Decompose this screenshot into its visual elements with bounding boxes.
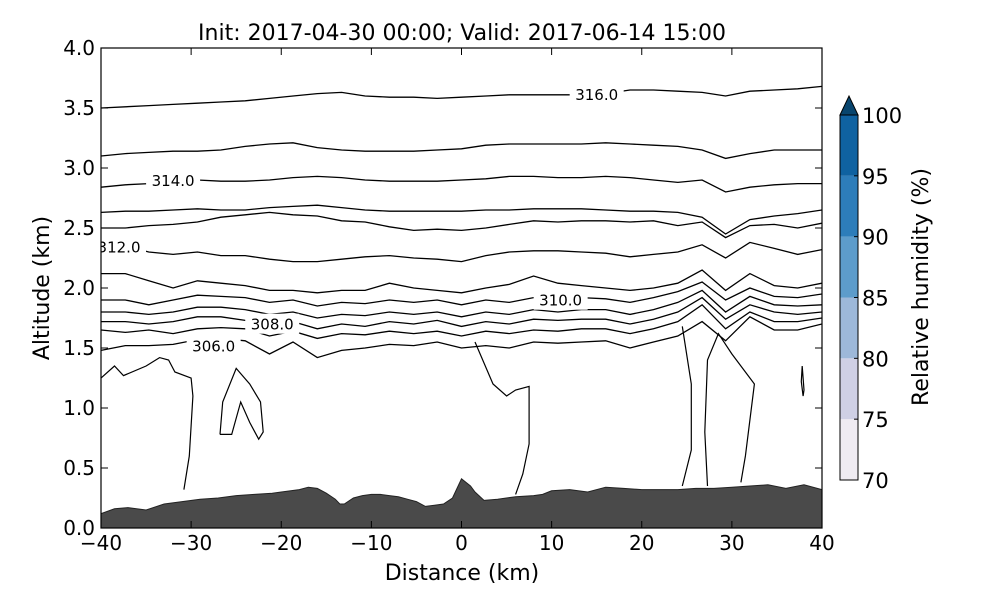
y-tick-label: 2.0 [63, 276, 95, 300]
x-tick-label: 40 [809, 531, 834, 555]
contour-label-bg [146, 170, 201, 190]
isentrope-contours [101, 85, 822, 359]
y-tick-label: 0.5 [63, 456, 95, 480]
colorbar-segment [840, 115, 858, 176]
terrain-fill [101, 478, 822, 528]
y-tick-label: 0.0 [63, 516, 95, 540]
rh-contour-2 [474, 341, 530, 495]
x-tick-label: −30 [170, 531, 212, 555]
colorbar-tick-label: 75 [862, 408, 889, 432]
y-tick-label: 4.0 [63, 36, 95, 60]
isentrope-line-8 [101, 204, 822, 235]
colorbar-extend-arrow [839, 94, 859, 116]
y-tick-label: 3.0 [63, 156, 95, 180]
x-tick-label: 20 [629, 531, 654, 555]
x-tick-label: −10 [350, 531, 392, 555]
x-tick-label: 0 [455, 531, 468, 555]
isentrope-line-10 [101, 142, 822, 160]
contour-labels: 308.0 310.0 312.0 314.0 316.0 306.0 [98, 84, 624, 356]
isentrope-line-1 [101, 303, 822, 340]
y-tick-label: 2.5 [63, 216, 95, 240]
contour-label: 314.0 [152, 172, 195, 190]
contour-label: 308.0 [251, 316, 294, 334]
plot-area: 308.0 310.0 312.0 314.0 316.0 306.0 [98, 84, 822, 528]
contour-label: 310.0 [539, 292, 582, 310]
y-axis-label: Altitude (km) [30, 216, 55, 360]
colorbar: 70 75 80 85 90 95 100 [839, 94, 902, 493]
contour-label: 312.0 [98, 239, 141, 257]
x-tick-label: −40 [80, 531, 122, 555]
contour-label: 316.0 [575, 86, 618, 104]
rh-contour-5 [800, 365, 805, 397]
colorbar-tick-label: 70 [862, 469, 889, 493]
y-tick-label: 3.5 [63, 96, 95, 120]
colorbar-segment [840, 419, 858, 480]
y-tick-label: 1.5 [63, 336, 95, 360]
colorbar-segment [840, 175, 858, 237]
x-tick-label: 30 [719, 531, 744, 555]
x-tick-label: 10 [539, 531, 564, 555]
isentrope-line-3 [101, 289, 822, 319]
y-axis: 0.0 0.5 1.0 1.5 2.0 2.5 3.0 3.5 4.0 [63, 36, 822, 540]
colorbar-segment [840, 297, 858, 359]
rh-contours [101, 326, 805, 495]
rh-contour-4 [704, 332, 756, 487]
terrain-layer [101, 478, 822, 528]
rh-contour-0 [101, 356, 194, 490]
isentrope-line-5 [101, 269, 822, 294]
colorbar-tick-label: 100 [862, 104, 902, 128]
isentrope-line-2 [101, 296, 822, 330]
x-tick-label: −20 [260, 531, 302, 555]
colorbar-segment [840, 358, 858, 420]
y-tick-label: 1.0 [63, 396, 95, 420]
contour-label-bg [533, 289, 588, 310]
contour-label: 306.0 [192, 338, 235, 356]
isentrope-line-11 [101, 85, 822, 109]
contour-label-bg [569, 84, 624, 105]
colorbar-tick-label: 80 [862, 347, 889, 371]
colorbar-segment [840, 236, 858, 298]
x-axis-label: Distance (km) [385, 561, 540, 586]
colorbar-tick-label: 95 [862, 165, 889, 189]
rh-contour-1 [219, 367, 264, 441]
isentrope-line-6 [101, 241, 822, 263]
isentrope-line-4 [101, 281, 822, 307]
isentrope-line-7 [101, 211, 822, 239]
rh-contour-3 [681, 326, 692, 487]
contour-label-bg [186, 335, 241, 356]
colorbar-tick-label: 90 [862, 226, 889, 250]
colorbar-tick-label: 85 [862, 287, 889, 311]
x-axis: −40 −30 −20 −10 0 10 20 30 40 [80, 48, 835, 555]
chart-title: Init: 2017-04-30 00:00; Valid: 2017-06-1… [198, 21, 726, 46]
contour-label-bg [245, 313, 300, 334]
contour-label-bg [101, 236, 147, 257]
colorbar-label: Relative humidity (%) [909, 168, 934, 406]
plot-frame [100, 47, 823, 529]
isentrope-line-9 [101, 175, 822, 193]
